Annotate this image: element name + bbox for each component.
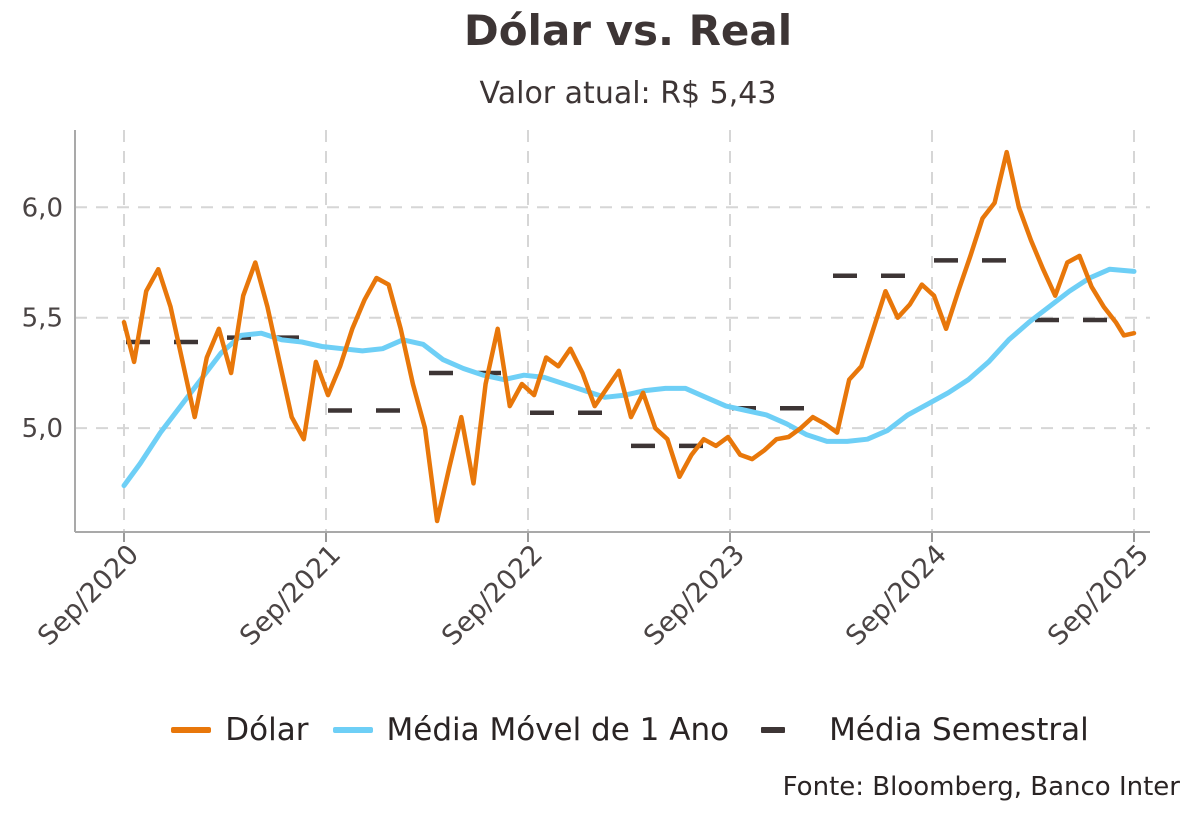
legend-item-media-movel: Média Móvel de 1 Ano	[332, 712, 730, 748]
dolar-line	[121, 149, 1137, 524]
legend-label-dolar: Dólar	[225, 712, 309, 748]
media-movel-line	[121, 266, 1137, 489]
source-note: Fonte: Bloomberg, Banco Inter	[782, 772, 1180, 802]
y-tick-label: 6,0	[22, 193, 63, 223]
y-tick-label: 5,5	[22, 304, 63, 334]
legend-label-media-semestral: Média Semestral	[829, 712, 1089, 748]
x-tick-label: Sep/2023	[638, 539, 751, 652]
x-tick-label: Sep/2025	[1042, 539, 1155, 652]
x-tick-label: Sep/2022	[436, 539, 549, 652]
legend-item-dolar: Dólar	[171, 712, 309, 748]
legend-swatch-dolar	[171, 727, 212, 733]
x-tick-label: Sep/2024	[840, 539, 953, 652]
legend: Dólar Média Móvel de 1 Ano Média Semestr…	[0, 712, 1200, 748]
chart-title: Dólar vs. Real	[463, 6, 793, 55]
x-tick-label: Sep/2020	[32, 539, 145, 652]
legend-swatch-media-movel	[332, 727, 373, 733]
x-tick-label: Sep/2021	[234, 539, 347, 652]
y-tick-label: 5,0	[22, 414, 63, 444]
legend-item-media-semestral: Média Semestral	[753, 712, 1089, 748]
chart-subtitle: Valor atual: R$ 5,43	[479, 76, 777, 111]
legend-label-media-movel: Média Móvel de 1 Ano	[386, 712, 730, 748]
legend-swatch-media-semestral	[761, 727, 786, 733]
